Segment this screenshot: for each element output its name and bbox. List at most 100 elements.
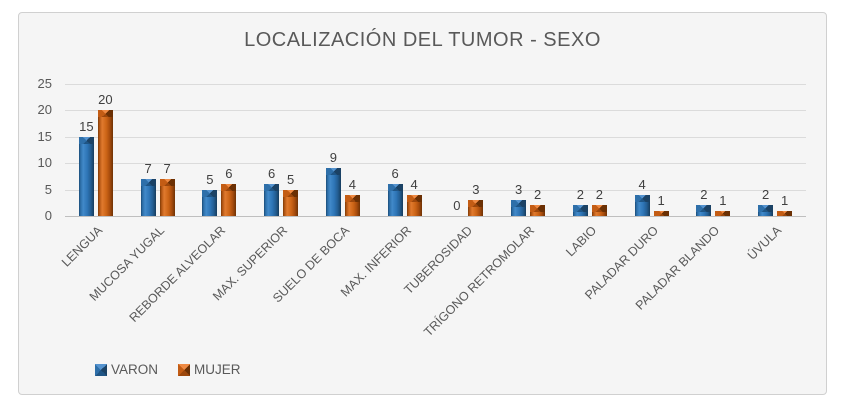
x-axis-category-label: PALADAR DURO — [581, 223, 661, 303]
y-axis-tick-label: 15 — [37, 128, 52, 144]
data-label: 2 — [700, 187, 708, 203]
bar-mujer-2 — [159, 179, 175, 216]
bar-varon-6 — [387, 184, 403, 216]
y-axis-tick-label: 0 — [44, 208, 52, 223]
bar-bevel-cap — [406, 194, 422, 202]
bar-bevel-cap — [777, 210, 793, 216]
x-axis-line — [65, 216, 806, 217]
bar-bevel-cap — [715, 210, 731, 216]
chart-panel: LOCALIZACIÓN DEL TUMOR - SEXO 0 5 10 15 20 25… — [18, 12, 827, 395]
x-axis-category-label: MAX. INFERIOR — [337, 223, 414, 300]
bar-varon-3 — [202, 189, 218, 216]
bar-bevel-cap — [696, 205, 712, 213]
y-axis-tick-label: 25 — [37, 76, 52, 91]
y-axis-tick-label: 5 — [44, 181, 52, 197]
data-label: 9 — [329, 150, 337, 166]
data-label: 20 — [98, 92, 113, 108]
bar-bevel-cap — [264, 184, 280, 192]
bar-bevel-cap — [468, 200, 484, 208]
bar-varon-5 — [325, 168, 341, 216]
bar-bevel-cap — [97, 110, 113, 118]
x-axis-category-label: MAX. SUPERIOR — [210, 223, 291, 304]
bar-bevel-cap — [202, 189, 218, 197]
bar-mujer-5 — [344, 194, 360, 216]
bar-varon-8 — [511, 200, 527, 216]
data-label: 1 — [719, 192, 727, 208]
gridline — [65, 189, 806, 191]
bar-varon-12 — [758, 205, 774, 216]
bar-bevel-cap — [221, 184, 237, 192]
legend-label: MUJER — [194, 362, 241, 377]
data-label: 4 — [348, 176, 356, 192]
data-label: 2 — [534, 187, 542, 203]
data-label: 2 — [762, 187, 770, 203]
x-axis-category-label: REBORDE ALVEOLAR — [126, 223, 229, 325]
x-axis-category-label: ÚVULA — [744, 223, 785, 263]
legend-label: VARON — [111, 362, 159, 377]
data-label: 7 — [144, 161, 152, 177]
data-label: 6 — [225, 166, 233, 182]
data-label: 0 — [453, 198, 461, 213]
bar-varon-4 — [264, 184, 280, 216]
bar-varon-9 — [572, 205, 588, 216]
data-label: 1 — [657, 192, 665, 208]
bar-mujer-3 — [221, 184, 237, 216]
gridline — [65, 110, 806, 112]
x-axis-category-label: TUBEROSIDAD — [401, 223, 476, 298]
gridline — [65, 136, 806, 138]
bar-mujer-6 — [406, 194, 422, 216]
bar-bevel-cap — [140, 179, 156, 187]
bar-varon-1 — [78, 136, 94, 216]
y-axis-tick-label: 20 — [37, 102, 52, 118]
data-label: 6 — [268, 166, 276, 182]
data-label: 15 — [79, 118, 94, 134]
gridline — [65, 84, 806, 85]
bar-bevel-cap — [325, 168, 341, 176]
bar-mujer-12 — [777, 210, 793, 216]
plot-area: 0 5 10 15 20 25 15 20 LENGUA 7 7 MUCOSA YUGAL 5 6 REBO… — [38, 77, 806, 339]
bar-bevel-cap — [344, 194, 360, 202]
bar-mujer-1 — [97, 110, 113, 216]
data-label: 4 — [410, 176, 418, 192]
bar-varon-10 — [634, 194, 650, 216]
bar-bevel-cap — [530, 205, 546, 213]
data-label: 1 — [781, 192, 789, 208]
bar-varon-2 — [140, 179, 156, 216]
data-label: 5 — [287, 171, 295, 187]
bar-mujer-7 — [468, 200, 484, 216]
x-axis-category-label: SUELO DE BOCA — [269, 223, 353, 306]
bar-mujer-11 — [715, 210, 731, 216]
bar-bevel-cap — [283, 189, 299, 197]
y-axis-tick-label: 10 — [37, 155, 52, 171]
bar-bevel-cap — [511, 200, 527, 208]
data-label: 4 — [638, 176, 646, 192]
data-label: 2 — [576, 187, 584, 203]
bar-bevel-cap — [572, 205, 588, 213]
data-label: 3 — [515, 182, 523, 198]
bar-bevel-cap — [78, 136, 94, 144]
legend: VARON MUJER — [95, 362, 241, 377]
chart-title: LOCALIZACIÓN DEL TUMOR - SEXO — [244, 29, 601, 51]
bar-bevel-cap — [387, 184, 403, 192]
data-label: 7 — [163, 161, 171, 177]
bar-bevel-cap — [634, 194, 650, 202]
bar-bevel-cap — [758, 205, 774, 213]
bar-bevel-cap — [159, 179, 175, 187]
bar-bevel-cap — [591, 205, 607, 213]
x-axis-category-label: LABIO — [563, 223, 600, 260]
bar-mujer-4 — [283, 189, 299, 216]
bar-bevel-cap — [653, 210, 669, 216]
x-axis-category-label: MUCOSA YUGAL — [86, 223, 167, 304]
data-label: 5 — [206, 171, 214, 187]
bar-varon-11 — [696, 205, 712, 216]
legend-item-mujer: MUJER — [178, 362, 241, 377]
legend-marker-icon — [178, 363, 191, 376]
data-label: 3 — [472, 182, 480, 198]
x-axis-category-label: PALADAR BLANDO — [633, 223, 723, 313]
legend-marker-icon — [95, 363, 107, 376]
data-label: 2 — [595, 187, 603, 203]
bar-mujer-10 — [653, 210, 669, 216]
x-axis-category-label: TRÍGONO RETROMOLAR — [421, 223, 538, 340]
bar-mujer-8 — [530, 205, 546, 216]
